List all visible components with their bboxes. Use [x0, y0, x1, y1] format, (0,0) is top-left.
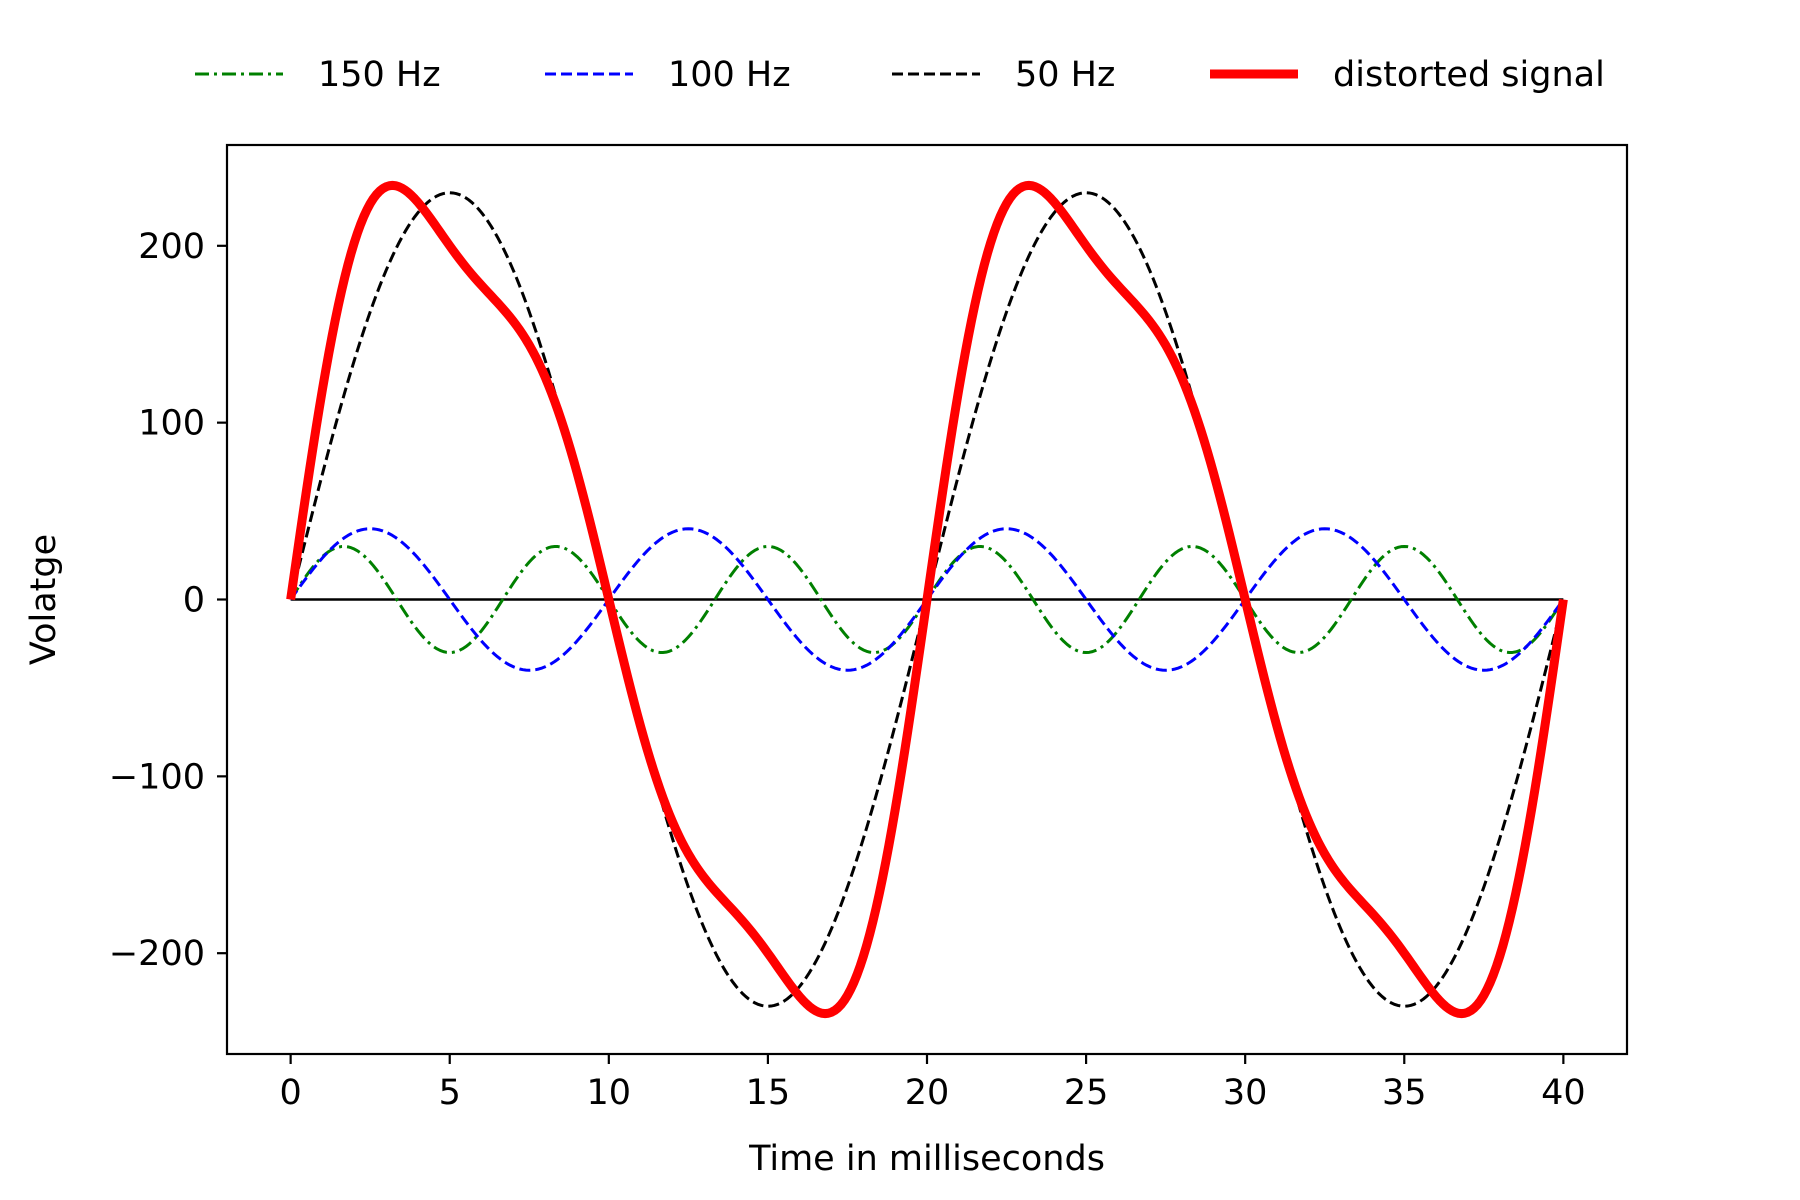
y-tick-label: −200	[109, 934, 205, 974]
x-tick-label: 20	[905, 1073, 950, 1113]
y-tick-label: 0	[183, 581, 205, 621]
series-line-distorted-signal	[286, 180, 1568, 1019]
x-tick-label: 25	[1064, 1073, 1109, 1113]
legend-label: distorted signal	[1333, 55, 1605, 95]
x-tick-label: 5	[439, 1073, 461, 1113]
x-tick-label: 40	[1541, 1073, 1586, 1113]
legend: 150 Hz 100 Hz 50 Hz distorted signal	[195, 55, 1605, 95]
series-layer	[286, 180, 1568, 1019]
x-axis: 0 5 10 15 20 25 30 35 40	[279, 1054, 1586, 1113]
legend-label: 100 Hz	[668, 55, 791, 95]
y-tick-label: 100	[138, 404, 205, 444]
legend-label: 50 Hz	[1015, 55, 1115, 95]
x-axis-label: Time in milliseconds	[748, 1139, 1105, 1179]
x-tick-label: 30	[1223, 1073, 1268, 1113]
x-tick-label: 10	[587, 1073, 632, 1113]
legend-label: 150 Hz	[318, 55, 441, 95]
x-tick-label: 35	[1382, 1073, 1427, 1113]
series-line-100-hz	[289, 527, 1565, 672]
x-tick-label: 15	[746, 1073, 791, 1113]
x-tick-label: 0	[279, 1073, 301, 1113]
y-tick-label: −100	[109, 757, 205, 797]
y-tick-label: 200	[138, 227, 205, 267]
y-axis: −200 −100 0 100 200	[109, 227, 227, 974]
y-axis-label: Volatge	[24, 534, 64, 665]
plot-area	[225, 143, 1629, 1056]
